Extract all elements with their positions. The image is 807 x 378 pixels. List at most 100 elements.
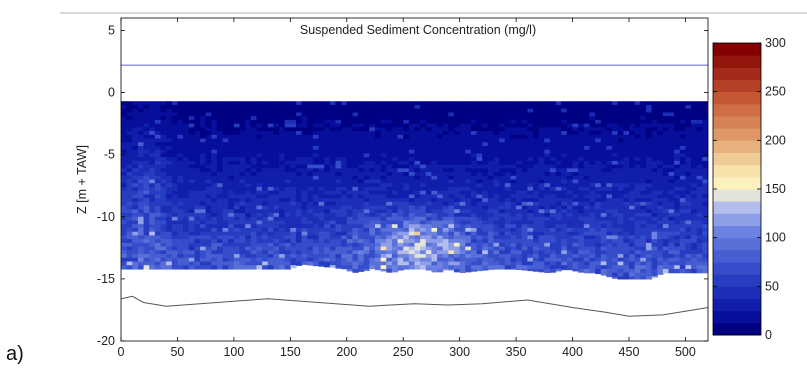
heatmap-cell <box>600 172 607 177</box>
heatmap-cell <box>369 246 376 251</box>
heatmap-cell <box>239 172 246 177</box>
heatmap-cell <box>239 127 246 132</box>
heatmap-cell <box>628 168 636 173</box>
heatmap-cell <box>459 194 466 199</box>
heatmap-cell <box>183 131 190 136</box>
heatmap-cell <box>171 157 179 162</box>
heatmap-cell <box>329 242 337 248</box>
heatmap-cell <box>380 149 387 155</box>
heatmap-cell <box>702 142 708 147</box>
heatmap-cell <box>188 164 195 169</box>
heatmap-cell <box>301 186 308 192</box>
heatmap-cell <box>380 190 387 196</box>
heatmap-cell <box>527 164 534 169</box>
heatmap-cell <box>262 198 269 203</box>
heatmap-cell <box>640 231 647 237</box>
heatmap-cell <box>335 134 342 140</box>
heatmap-cell <box>527 220 534 225</box>
heatmap-cell <box>233 153 241 158</box>
heatmap-cell <box>200 149 207 155</box>
heatmap-cell <box>589 231 596 237</box>
heatmap-cell <box>459 235 466 240</box>
heatmap-cell <box>211 190 218 196</box>
heatmap-cell <box>651 209 658 214</box>
heatmap-cell <box>589 108 596 114</box>
heatmap-cell <box>154 138 162 143</box>
heatmap-cell <box>166 153 173 158</box>
heatmap-cell <box>358 239 365 244</box>
heatmap-cell <box>250 198 258 203</box>
heatmap-cell <box>132 201 139 207</box>
heatmap-cell <box>482 104 489 110</box>
heatmap-cell <box>228 149 235 155</box>
heatmap-cell <box>386 153 393 158</box>
heatmap-cell <box>657 145 664 151</box>
heatmap-cell <box>437 227 444 233</box>
heatmap-cell <box>183 138 190 143</box>
heatmap-cell <box>284 123 291 128</box>
heatmap-cell <box>211 250 218 255</box>
heatmap-cell <box>250 104 258 110</box>
heatmap-cell <box>307 231 314 237</box>
heatmap-cell <box>267 231 274 237</box>
heatmap-cell <box>154 224 162 229</box>
heatmap-cell <box>233 239 241 244</box>
heatmap-cell <box>222 160 229 166</box>
heatmap-cell <box>578 149 585 155</box>
heatmap-cell <box>431 205 438 210</box>
heatmap-cell <box>499 119 506 125</box>
heatmap-cell <box>346 172 354 177</box>
heatmap-cell <box>295 145 303 151</box>
heatmap-cell <box>177 209 184 214</box>
heatmap-cell <box>397 205 404 210</box>
heatmap-cell <box>459 153 466 158</box>
heatmap-cell <box>239 153 246 158</box>
heatmap-cell <box>262 231 269 237</box>
heatmap-cell <box>431 186 438 192</box>
heatmap-cell <box>685 142 692 147</box>
heatmap-cell <box>391 127 399 132</box>
colorbar-tick-label: 50 <box>765 279 779 293</box>
heatmap-cell <box>346 239 354 244</box>
heatmap-cell <box>183 254 190 259</box>
heatmap-cell <box>239 209 246 214</box>
heatmap-cell <box>612 227 619 233</box>
heatmap-cell <box>572 198 579 203</box>
heatmap-cell <box>465 116 472 121</box>
heatmap-cell <box>448 235 455 240</box>
heatmap-cell <box>329 119 337 125</box>
heatmap-cell <box>521 242 528 248</box>
heatmap-cell <box>516 265 523 270</box>
heatmap-cell <box>290 205 297 210</box>
heatmap-cell <box>374 116 382 121</box>
heatmap-cell <box>352 116 359 121</box>
heatmap-cell <box>589 138 596 143</box>
heatmap-cell <box>420 112 427 117</box>
heatmap-cell <box>171 119 179 125</box>
heatmap-cell <box>691 201 698 207</box>
heatmap-cell <box>211 134 218 140</box>
heatmap-cell <box>166 168 173 173</box>
heatmap-cell <box>516 246 523 251</box>
heatmap-cell <box>499 194 506 199</box>
heatmap-cell <box>363 205 370 210</box>
heatmap-cell <box>295 220 303 225</box>
heatmap-cell <box>499 246 506 251</box>
heatmap-cell <box>239 138 246 143</box>
heatmap-cell <box>487 254 495 259</box>
heatmap-cell <box>696 235 703 240</box>
heatmap-cell <box>555 164 562 169</box>
heatmap-cell <box>555 101 562 106</box>
heatmap-cell <box>239 149 246 155</box>
heatmap-cell <box>578 134 585 140</box>
heatmap-cell <box>205 265 212 270</box>
heatmap-cell <box>403 201 410 207</box>
heatmap-cell <box>628 183 636 188</box>
heatmap-cell <box>132 112 139 117</box>
heatmap-cell <box>228 250 235 255</box>
heatmap-cell <box>346 164 354 169</box>
heatmap-cell <box>527 134 534 140</box>
heatmap-cell <box>527 138 534 143</box>
heatmap-cell <box>301 116 308 121</box>
heatmap-cell <box>516 235 523 240</box>
